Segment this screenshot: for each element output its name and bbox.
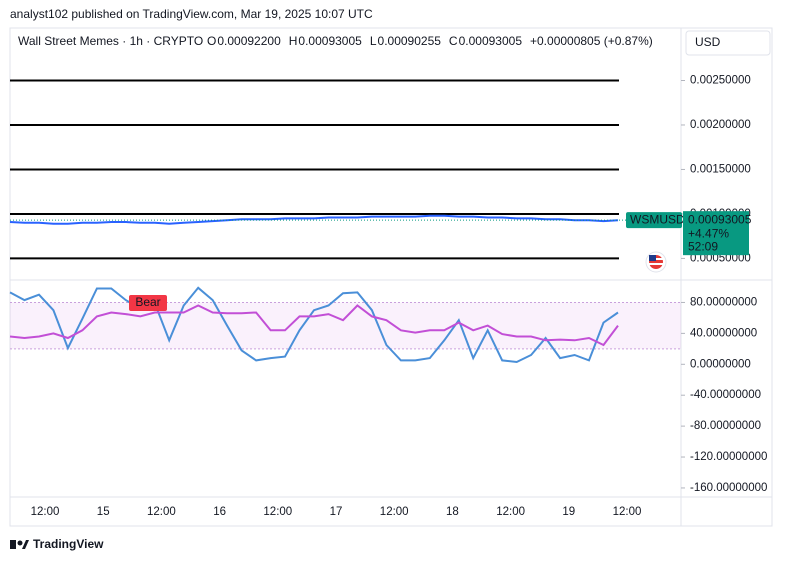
countdown: 52:09 [688,239,718,253]
y-tick-label: -120.00000000 [690,451,767,463]
y-tick-label: -40.00000000 [690,389,761,401]
y-tick-label: 0.00200000 [690,119,751,131]
x-tick-label: 12:00 [147,506,176,518]
annotation: Bear [135,295,160,309]
x-tick-label: 18 [446,506,459,518]
ohlc-key: C [449,34,458,48]
y-tick-label: 0.00250000 [690,75,751,87]
x-tick-label: 17 [330,506,343,518]
price-label: 0.00093005 [688,212,752,226]
y-tick-label: -160.00000000 [690,482,767,494]
x-tick-label: 16 [213,506,226,518]
ohlc-value: 0.00093005 [298,34,362,48]
x-tick-label: 15 [97,506,110,518]
y-tick-label: 80.00000000 [690,296,757,308]
ohlc-key: H [289,34,298,48]
y-tick-label: -80.00000000 [690,420,761,432]
x-tick-label: 12:00 [613,506,642,518]
y-tick-label: 40.00000000 [690,327,757,339]
ohlc-value: 0.00093005 [459,34,523,48]
series-line [9,304,619,347]
price-label-bg [683,211,749,256]
symbol: Wall Street Memes · 1h · CRYPTO [18,34,203,48]
annotation-bg [129,295,167,311]
x-tick-label: 12:00 [31,506,60,518]
x-tick-label: 12:00 [263,506,292,518]
y-tick-label: 0.00150000 [690,163,751,175]
x-tick-label: 19 [562,506,575,518]
symbol-tag: WSMUSD [630,212,685,226]
ohlc-value: 0.00092200 [217,34,281,48]
currency[interactable]: USD [695,35,721,49]
x-tick-label: 12:00 [380,506,409,518]
x-tick-label: 12:00 [496,506,525,518]
symbol-tag-bg [626,212,682,229]
y-tick-label: 0.00000000 [690,358,751,370]
y-tick-label: 0.00050000 [690,252,751,264]
footer-logo [10,540,29,549]
currency-button[interactable] [685,30,771,56]
ohlc-key: L [370,34,377,48]
chart-frame [9,27,773,527]
flag-icon [645,251,667,273]
series-line [9,214,619,225]
footer-brand: TradingView [33,537,104,551]
ohlc-change: +0.00000805 (+0.87%) [530,34,653,48]
band-fill [10,302,681,349]
ohlc-key: O [207,34,216,48]
publisher: analyst102 published on TradingView.com,… [10,7,373,21]
price-change: +4.47% [688,226,729,240]
series-line [9,286,619,364]
ohlc-value: 0.00090255 [378,34,442,48]
